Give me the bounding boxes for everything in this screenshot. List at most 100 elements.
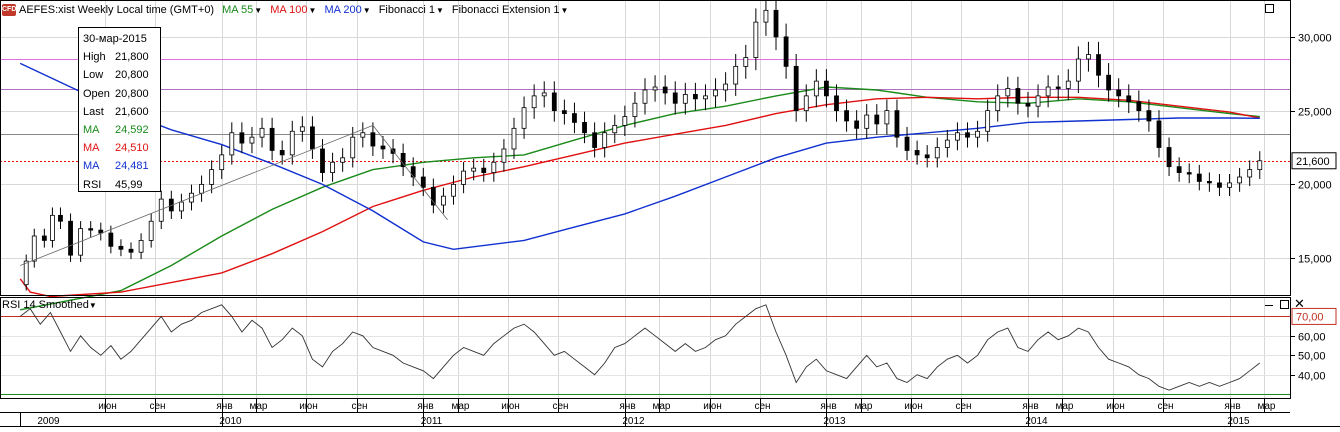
candle-body (461, 170, 466, 185)
candle-body (441, 195, 446, 206)
minimize-icon[interactable] (1265, 305, 1273, 306)
rsi-level-label: 70,00 (1296, 311, 1324, 323)
candle-body (1237, 176, 1243, 184)
indicator-4[interactable]: Fibonacci Extension 1 (451, 4, 560, 16)
maximize-icon[interactable] (1280, 300, 1289, 309)
candle-body (662, 86, 668, 94)
candle-body (914, 150, 920, 156)
candle-body (1106, 74, 1111, 91)
info-row: Last 21,600 (83, 103, 160, 121)
year-label: 2014 (1025, 416, 1048, 427)
candle-body (128, 248, 134, 253)
rsi-tick-label: 60,00 (1298, 332, 1326, 344)
year-label: 2013 (823, 416, 846, 427)
candle-body (551, 92, 557, 112)
candle-body (229, 132, 235, 156)
candle-body (1146, 110, 1152, 122)
info-key: Low (83, 69, 104, 82)
indicator-0[interactable]: MA 55 (222, 4, 254, 16)
chevron-down-icon[interactable]: ▼ (88, 301, 97, 310)
candle-body (98, 229, 104, 234)
candle-body (844, 110, 849, 122)
candle-body (894, 110, 900, 138)
candle-body (420, 176, 426, 188)
info-date: 30-мар-2015 (83, 33, 147, 45)
candle-body (582, 122, 587, 134)
info-row: Open 20,800 (83, 85, 160, 103)
candle-body (592, 132, 598, 148)
data-window: 30-мар-2015 High 21,800 Low 20,800 Open 20,80… (78, 27, 161, 192)
info-value: 45,99 (115, 178, 143, 191)
candle-body (1217, 182, 1222, 188)
current-price-box (1291, 152, 1337, 170)
indicator-3[interactable]: Fibonacci 1 (378, 4, 435, 16)
chevron-down-icon[interactable]: ▼ (308, 6, 317, 15)
info-key: MA (83, 142, 100, 155)
candle-body (289, 130, 295, 156)
candle-body (743, 57, 749, 67)
price-tick-label: 15,000 (1298, 254, 1332, 266)
fibonacci-lines[interactable] (20, 124, 448, 266)
candle-body (864, 114, 870, 129)
candle-body (1176, 166, 1182, 173)
year-label: 2009 (37, 416, 60, 427)
chevron-down-icon[interactable]: ▼ (254, 6, 263, 15)
price-candles (23, 0, 1263, 291)
candle-body (824, 80, 829, 97)
month-label: сен (1157, 401, 1173, 412)
candle-body (934, 147, 940, 159)
rsi-title-label: RSI 14 Smoothed (2, 299, 89, 311)
indicator-item[interactable]: Fibonacci 1▼ (379, 4, 444, 16)
info-value: 24,592 (115, 124, 149, 137)
moving-average-lines (19, 62, 1260, 311)
candle-body (360, 132, 366, 138)
candle-body (58, 214, 63, 222)
candle-body (23, 260, 29, 286)
candle-body (622, 116, 628, 126)
candle-body (995, 95, 1001, 112)
candle-body (1166, 147, 1172, 168)
candle-body (380, 145, 386, 150)
candle-body (803, 95, 809, 112)
month-label: мар (1258, 401, 1276, 412)
candle-body (692, 94, 698, 100)
candle-body (41, 235, 47, 241)
candle-body (1227, 182, 1232, 188)
info-rows: High 21,800 Low 20,800 Open 20,800 Last 21,600 M… (83, 48, 160, 194)
rsi-tick-label: 40,00 (1298, 371, 1326, 383)
candle-body (783, 36, 789, 67)
rsi-plot (0, 304, 1290, 395)
candle-body (1086, 54, 1091, 60)
candle-body (904, 136, 910, 151)
chevron-down-icon[interactable]: ▼ (560, 6, 569, 15)
indicator-2[interactable]: MA 200 (324, 4, 362, 16)
close-icon[interactable]: ✕ (1294, 296, 1305, 311)
candle-body (50, 214, 55, 241)
candle-body (1126, 95, 1132, 103)
candle-body (1015, 88, 1021, 104)
candle-body (713, 89, 718, 97)
rsi-title[interactable]: RSI 14 Smoothed▼ (2, 299, 97, 311)
info-value: 20,800 (115, 87, 149, 100)
maximize-icon[interactable] (1265, 4, 1274, 13)
symbol-label[interactable]: AEFES:xist Weekly Local time (GMT+0) (19, 4, 215, 16)
candle-body (1196, 173, 1202, 182)
candle-body (1065, 80, 1071, 89)
candle-body (138, 240, 144, 253)
candle-body (531, 95, 537, 109)
month-label: сен (149, 401, 165, 412)
indicator-item[interactable]: MA 200▼ (324, 4, 370, 16)
indicator-item[interactable]: MA 100▼ (270, 4, 316, 16)
indicator-item[interactable]: Fibonacci Extension 1▼ (452, 4, 569, 16)
chevron-down-icon[interactable]: ▼ (435, 6, 444, 15)
candle-body (209, 169, 215, 185)
indicator-item[interactable]: MA 55▼ (222, 4, 262, 16)
info-row: RSI 45,99 (83, 176, 160, 194)
indicator-1[interactable]: MA 100 (270, 4, 308, 16)
candle-body (1005, 88, 1011, 97)
candle-body (1025, 102, 1031, 107)
candle-body (370, 132, 376, 147)
cfd-badge: CFD (2, 4, 16, 16)
chevron-down-icon[interactable]: ▼ (362, 6, 371, 15)
